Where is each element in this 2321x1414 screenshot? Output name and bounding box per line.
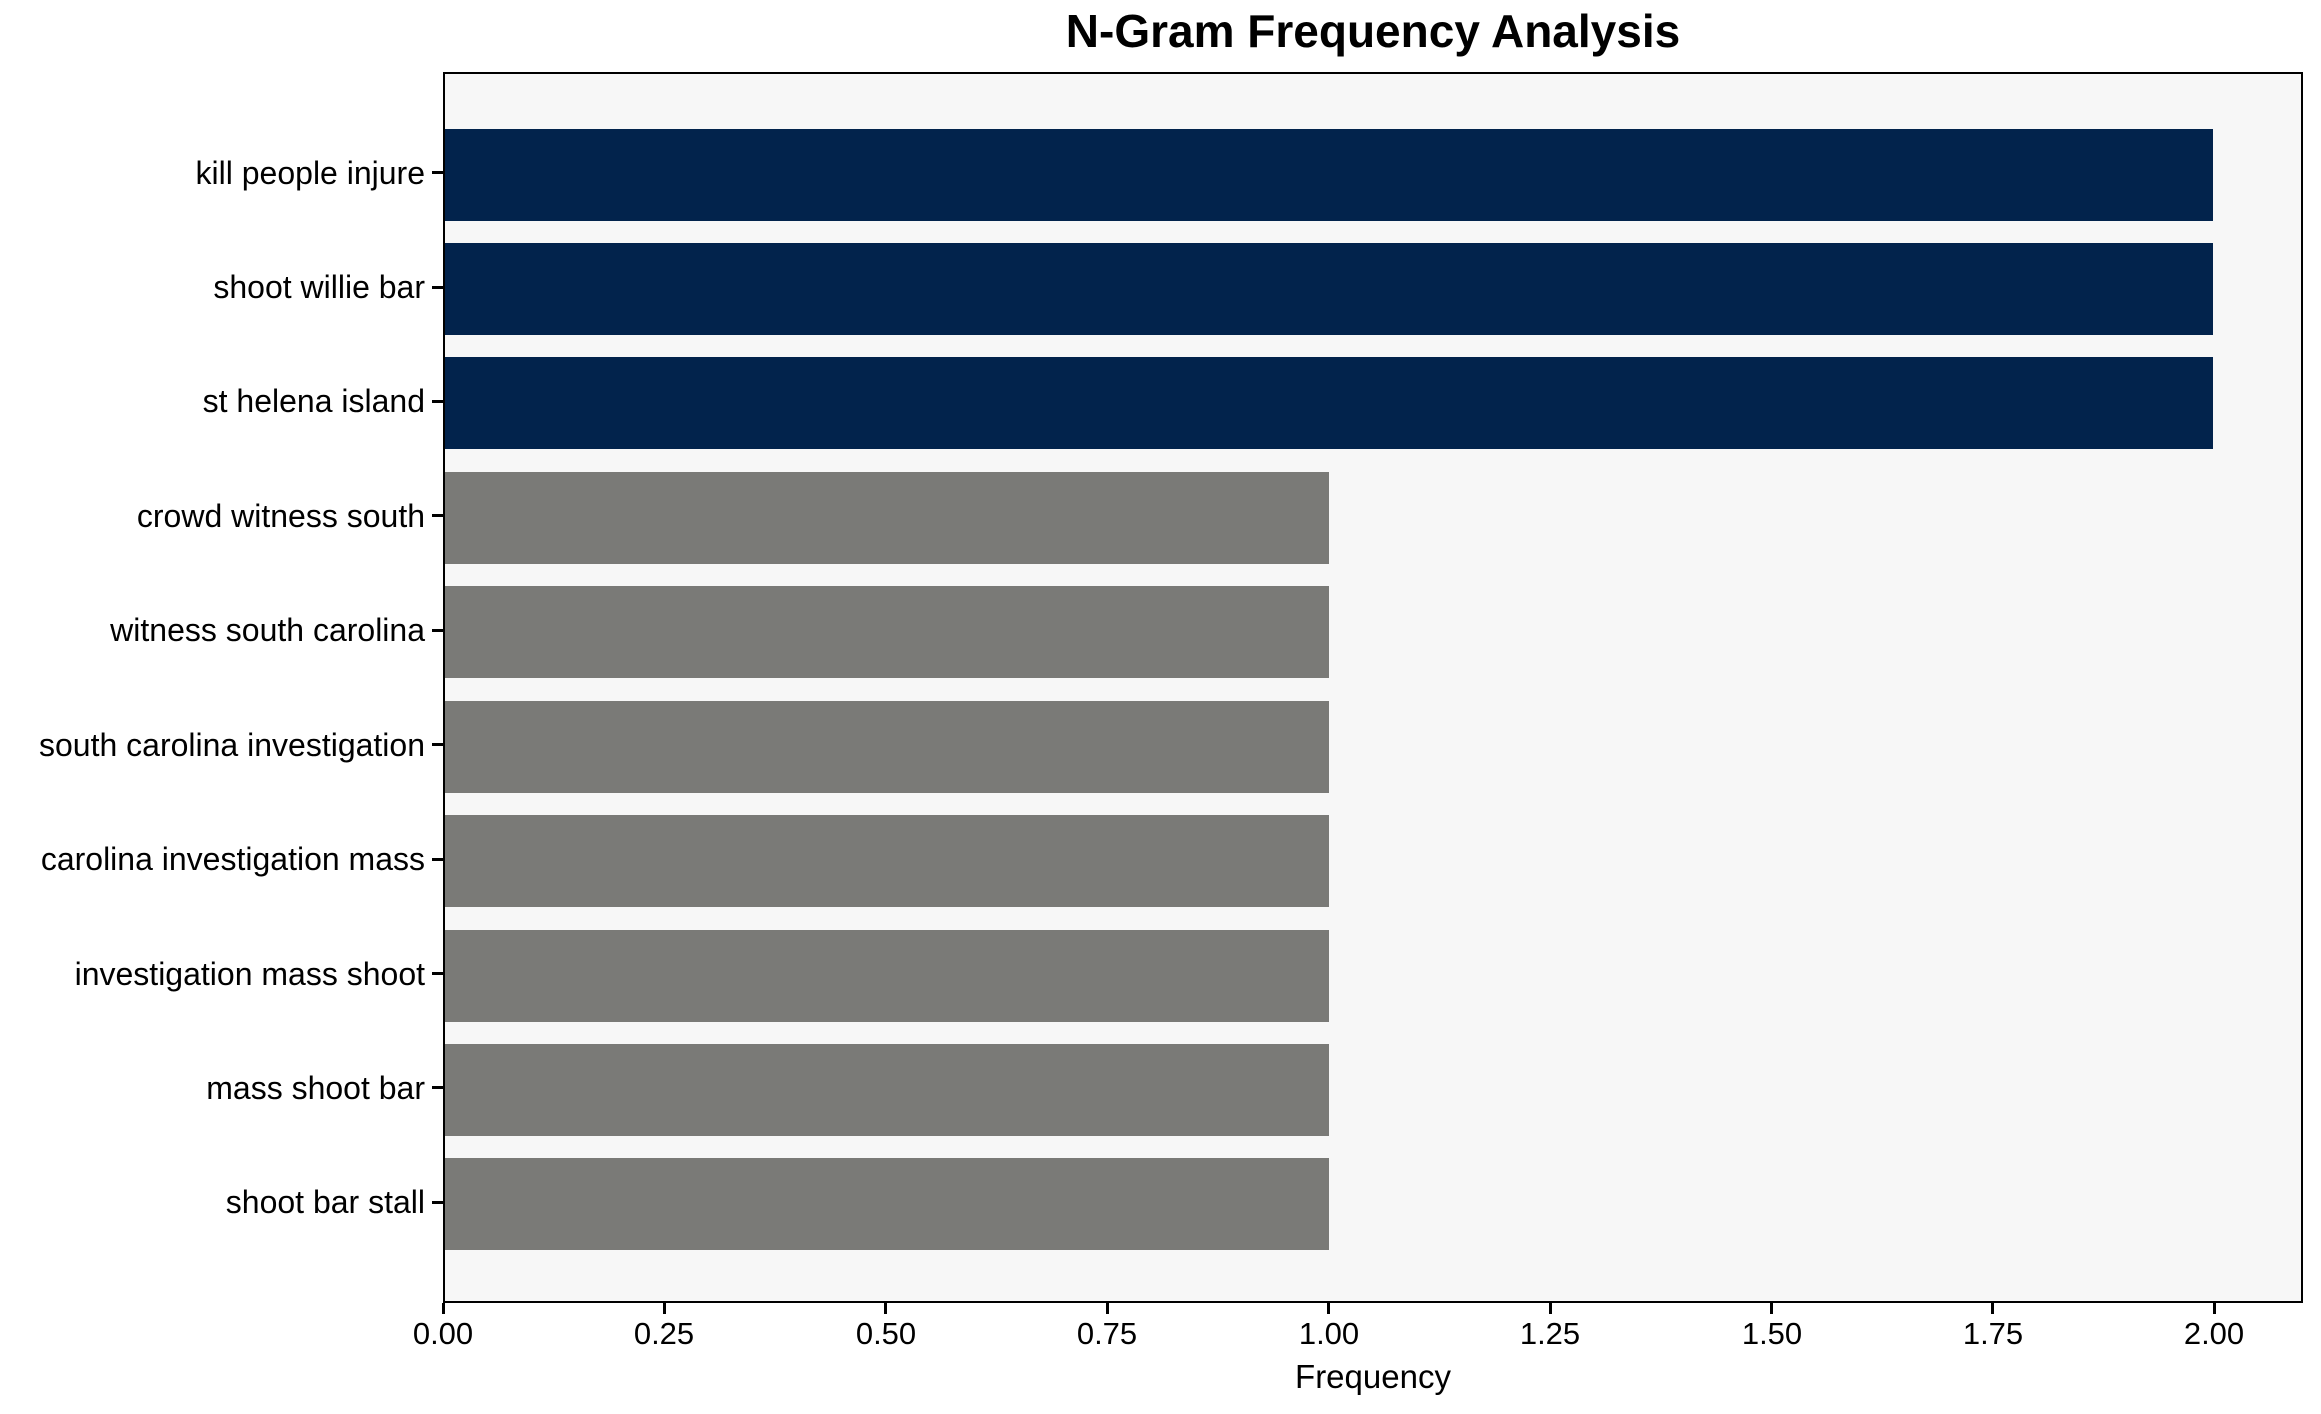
y-tick <box>432 1086 443 1089</box>
x-tick-label: 0.00 <box>412 1316 474 1351</box>
x-tick-label: 1.25 <box>1519 1316 1581 1351</box>
y-tick-label: investigation mass shoot <box>74 956 425 992</box>
x-tick <box>1549 1303 1552 1314</box>
x-axis-title: Frequency <box>1295 1358 1451 1395</box>
y-tick-label: shoot bar stall <box>225 1184 425 1220</box>
bar-shoot-bar-stall <box>445 1158 1329 1250</box>
y-tick-label: st helena island <box>202 383 425 419</box>
y-tick <box>432 171 443 174</box>
y-tick <box>432 514 443 517</box>
plot-area <box>443 72 2303 1303</box>
bar-kill-people-injure <box>445 129 2213 221</box>
bar-st-helena-island <box>445 357 2213 449</box>
y-tick <box>432 629 443 632</box>
x-tick <box>1327 1303 1330 1314</box>
x-tick-label: 1.00 <box>1298 1316 1360 1351</box>
y-tick-label: shoot willie bar <box>213 269 425 305</box>
y-tick <box>432 1201 443 1204</box>
x-tick <box>1991 1303 1994 1314</box>
x-tick-label: 2.00 <box>2183 1316 2245 1351</box>
x-tick-label: 1.50 <box>1741 1316 1803 1351</box>
y-tick-label: south carolina investigation <box>38 727 425 763</box>
chart-title: N-Gram Frequency Analysis <box>1065 5 1681 57</box>
y-tick <box>432 858 443 861</box>
y-tick-label: witness south carolina <box>110 612 425 648</box>
bar-south-carolina-investigation <box>445 701 1329 793</box>
y-tick-label: carolina investigation mass <box>40 841 425 877</box>
x-tick <box>884 1303 887 1314</box>
y-tick-label: kill people injure <box>195 155 425 191</box>
x-tick-label: 0.25 <box>633 1316 695 1351</box>
y-tick <box>432 972 443 975</box>
bar-carolina-investigation-mass <box>445 815 1329 907</box>
y-tick-label: mass shoot bar <box>206 1070 425 1106</box>
bar-investigation-mass-shoot <box>445 930 1329 1022</box>
x-tick <box>442 1303 445 1314</box>
x-tick <box>663 1303 666 1314</box>
x-tick-label: 0.50 <box>855 1316 917 1351</box>
y-tick <box>432 743 443 746</box>
x-tick <box>2213 1303 2216 1314</box>
bar-crowd-witness-south <box>445 472 1329 564</box>
x-tick <box>1106 1303 1109 1314</box>
bar-mass-shoot-bar <box>445 1044 1329 1136</box>
y-tick-label: crowd witness south <box>136 498 425 534</box>
x-tick-label: 0.75 <box>1076 1316 1138 1351</box>
y-tick <box>432 400 443 403</box>
x-tick-label: 1.75 <box>1962 1316 2024 1351</box>
y-tick <box>432 286 443 289</box>
x-tick <box>1770 1303 1773 1314</box>
bar-shoot-willie-bar <box>445 243 2213 335</box>
bar-witness-south-carolina <box>445 586 1329 678</box>
